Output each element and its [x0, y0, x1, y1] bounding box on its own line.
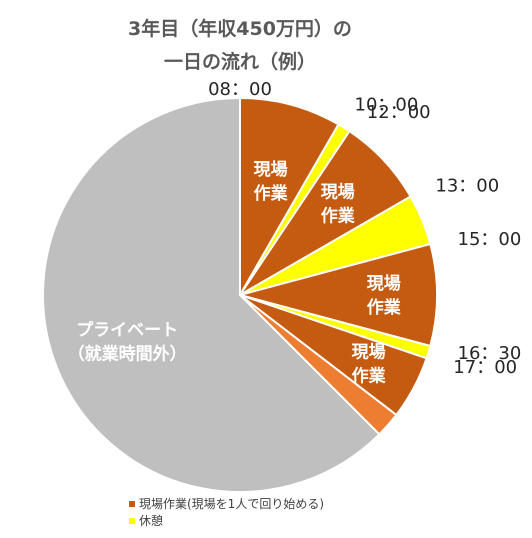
slice-label-work: 作業 — [254, 183, 288, 204]
legend-label-work: 現場作業(現場を1人で回り始める) — [139, 497, 324, 511]
slice-label-work: 現場 — [367, 274, 401, 294]
pie-slices — [42, 96, 438, 493]
slice-label-work: 作業 — [321, 205, 355, 226]
legend-swatch-work — [129, 501, 135, 507]
chart-title-line1: 3年目（年収450万円）の — [128, 17, 352, 40]
slice-label-work: 現場 — [321, 182, 355, 202]
chart-title-line2: 一日の流れ（例） — [164, 50, 316, 73]
slice-label-work: 現場 — [352, 343, 386, 363]
legend: 現場作業(現場を1人で回り始める) 休憩 — [129, 497, 324, 528]
slice-label-work: 作業 — [367, 297, 401, 318]
slice-label-private: プライベート — [76, 320, 178, 341]
time-label: 08：00 — [208, 79, 272, 100]
pie-slice-private — [42, 96, 381, 493]
time-label: 15：00 — [458, 229, 522, 250]
pie-slice-work — [236, 242, 438, 348]
slice-label-work: 現場 — [254, 160, 288, 180]
pie-slice-work — [239, 96, 340, 299]
time-label: 10：00 — [355, 95, 419, 116]
time-label: 12：00 — [367, 102, 431, 123]
slice-label-private: （就業時間外） — [68, 344, 187, 365]
legend-swatch-rest — [129, 518, 135, 524]
legend-label-rest: 休憩 — [139, 513, 163, 528]
time-label: 17：00 — [453, 357, 517, 378]
slice-label-work: 作業 — [352, 366, 386, 387]
time-label: 16：30 — [458, 343, 522, 364]
time-label: 13：00 — [435, 176, 499, 197]
